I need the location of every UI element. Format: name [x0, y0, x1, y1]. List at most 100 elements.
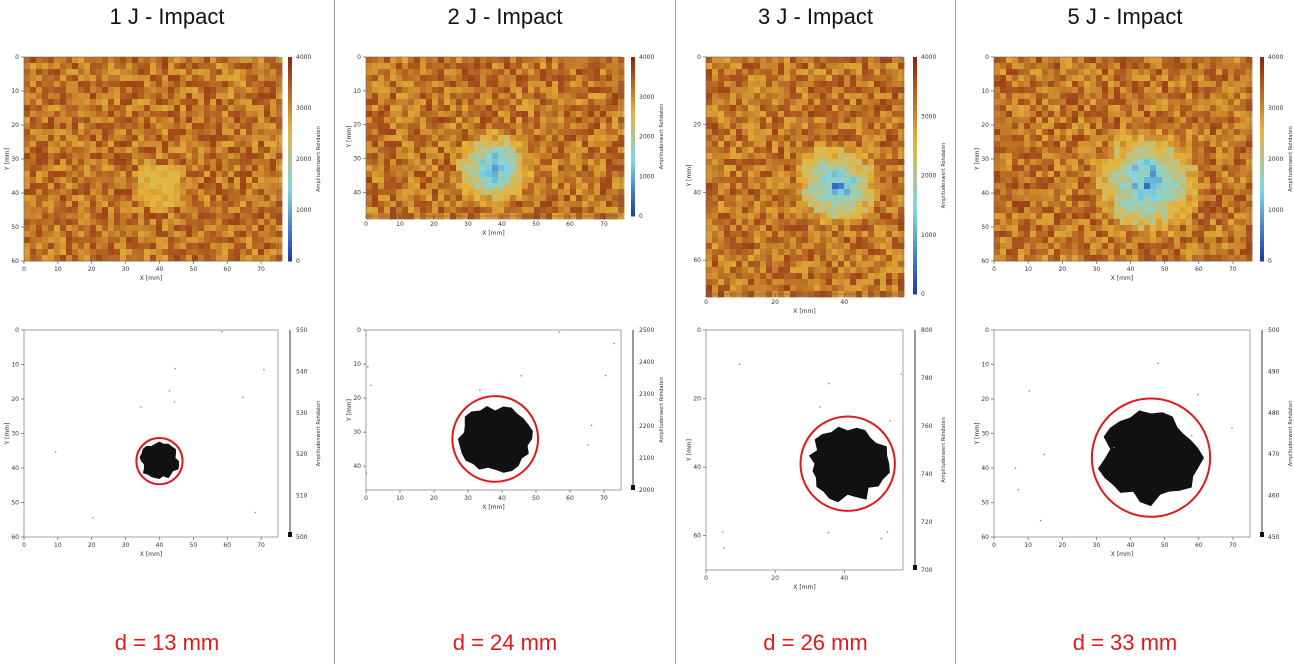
y-tick-label: 50 — [11, 224, 19, 231]
colorbar-tick-label: 2000 — [921, 173, 936, 180]
x-tick-label: 60 — [566, 221, 574, 228]
plot-frame — [365, 56, 622, 217]
colorbar-label: Amplitudenwert Rohdaten — [659, 104, 665, 169]
colorbar-label: Amplitudenwert Rohdaten — [316, 401, 322, 466]
panel-3j: 3 J - Impact d = 26 mm — [676, 0, 955, 664]
x-tick-label: 0 — [364, 221, 368, 228]
plot-frame — [705, 329, 904, 571]
threshold-plot-1j: 0 10 20 30 40 50 60 70 0 10 20 30 40 50 60 500 510 520 530… — [4, 327, 322, 558]
x-tick-label: 40 — [1127, 542, 1135, 549]
x-tick-label: 30 — [464, 221, 472, 228]
x-tick-label: 50 — [532, 495, 540, 502]
threshold-plot-2j: 0 10 20 30 40 50 60 70 0 10 20 30 40 2000 2100 2200 2300… — [346, 327, 665, 511]
x-tick-label: 70 — [600, 495, 608, 502]
x-tick-label: 50 — [532, 221, 540, 228]
y-tick-label: 10 — [11, 362, 19, 369]
y-tick-label: 0 — [697, 327, 701, 334]
damage-marker-circle — [1090, 397, 1212, 518]
x-tick-label: 40 — [1127, 266, 1135, 273]
damage-marks — [365, 330, 621, 490]
x-tick-label: 70 — [257, 266, 265, 273]
x-tick-label: 30 — [122, 542, 130, 549]
amplitude-plot-3j: 0 20 40 0 20 40 60 0 1000 2000 3000 4000 X [mm] Y [mm… — [686, 54, 947, 315]
y-axis-label: Y [mm] — [4, 148, 11, 171]
y-tick-label: 40 — [11, 465, 19, 472]
diameter-label: d = 13 mm — [114, 630, 220, 655]
y-tick-label: 30 — [981, 156, 989, 163]
colorbar-tick-label: 780 — [921, 375, 933, 382]
y-axis-label: Y [mm] — [346, 399, 353, 422]
colorbar-tick-label: 530 — [296, 410, 308, 417]
x-tick-label: 0 — [22, 542, 26, 549]
x-tick-label: 50 — [1161, 266, 1169, 273]
colorbar — [1260, 57, 1264, 262]
colorbar-tick-label: 2400 — [639, 359, 654, 366]
y-tick-label: 50 — [11, 500, 19, 507]
y-tick-label: 10 — [353, 361, 361, 368]
threshold-plot-3j: 0 20 40 0 20 40 60 700 720 740 760 780 800 X [mm] Y [m… — [686, 327, 947, 591]
panel-5j: 5 J - Impact d = 33 mm — [956, 0, 1294, 664]
panel-divider — [955, 0, 956, 664]
diameter-label: d = 26 mm — [763, 630, 868, 655]
colorbar-tick-label: 2000 — [639, 487, 654, 494]
y-tick-label: 40 — [693, 464, 701, 471]
y-tick-label: 40 — [353, 189, 361, 196]
colorbar-tick-label: 740 — [921, 471, 933, 478]
x-axis-label: X [mm] — [793, 584, 815, 591]
y-tick-label: 20 — [11, 396, 19, 403]
amplitude-plot-2j: 0 10 20 30 40 50 60 70 0 10 20 30 40 0 1000 2000 3000 400… — [346, 54, 665, 237]
y-tick-label: 0 — [697, 54, 701, 61]
colorbar-tick-label: 510 — [296, 493, 308, 500]
panel-1j: 1 J - Impact d = 13 mm — [0, 0, 334, 664]
x-tick-label: 0 — [22, 266, 26, 273]
colorbar-tick-label: 2100 — [639, 455, 654, 462]
y-tick-label: 40 — [981, 190, 989, 197]
x-tick-label: 60 — [223, 542, 231, 549]
colorbar-label: Amplitudenwert Rohdaten — [941, 143, 947, 208]
y-tick-label: 60 — [693, 533, 701, 540]
y-axis-label: Y [mm] — [974, 148, 981, 171]
y-axis-label: Y [mm] — [686, 165, 693, 188]
x-tick-label: 20 — [1058, 542, 1066, 549]
x-tick-label: 60 — [566, 495, 574, 502]
x-axis-label: X [mm] — [482, 230, 504, 237]
x-tick-label: 70 — [1229, 542, 1237, 549]
x-tick-label: 20 — [771, 299, 779, 306]
x-tick-label: 20 — [1058, 266, 1066, 273]
damage-area — [1097, 410, 1204, 507]
damage-marks — [24, 330, 278, 537]
y-axis-label: Y [mm] — [346, 126, 353, 149]
y-axis-label: Y [mm] — [4, 423, 11, 446]
x-axis-label: X [mm] — [482, 504, 504, 511]
colorbar-tick-label: 0 — [1268, 258, 1272, 265]
colorbar-tick-label: 760 — [921, 423, 933, 430]
x-tick-label: 40 — [498, 221, 506, 228]
x-tick-label: 10 — [54, 266, 62, 273]
y-tick-label: 30 — [353, 155, 361, 162]
panel-title: 1 J - Impact — [109, 4, 225, 29]
plot-frame — [365, 329, 622, 491]
y-tick-label: 50 — [981, 500, 989, 507]
x-tick-label: 20 — [430, 495, 438, 502]
colorbar — [631, 57, 635, 217]
damage-marker-circle — [135, 436, 184, 486]
colorbar-tick-label: 2000 — [639, 134, 654, 141]
x-tick-label: 0 — [704, 299, 708, 306]
y-tick-label: 20 — [353, 122, 361, 129]
x-tick-label: 70 — [257, 542, 265, 549]
colorbar-tick-label: 4000 — [296, 54, 311, 61]
x-tick-label: 40 — [156, 542, 164, 549]
panel-divider — [675, 0, 676, 664]
damage-marker-circle — [799, 415, 896, 512]
y-tick-label: 30 — [11, 431, 19, 438]
heatmap-cells — [706, 57, 905, 298]
colorbar-tick-label: 3000 — [921, 113, 936, 120]
colorbar-tick-label: 0 — [296, 258, 300, 265]
y-tick-label: 60 — [693, 257, 701, 264]
damage-marks — [994, 330, 1250, 537]
y-tick-label: 60 — [981, 534, 989, 541]
colorbar-label: Amplitudenwert Rohdaten — [1288, 401, 1294, 466]
x-tick-label: 60 — [1195, 542, 1203, 549]
heatmap-cells — [366, 57, 625, 220]
